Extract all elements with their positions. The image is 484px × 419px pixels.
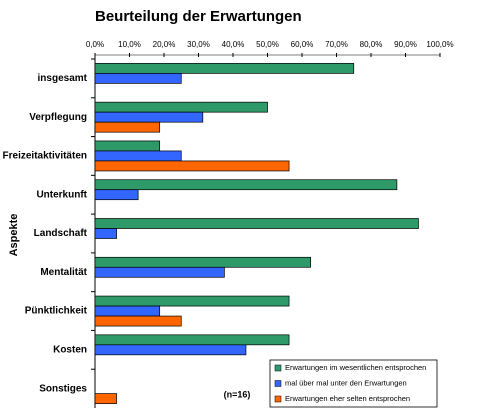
bar: [94, 150, 182, 162]
x-tick-label: 60,0%: [291, 40, 314, 49]
x-tick-label: 30,0%: [187, 40, 210, 49]
bar: [94, 160, 290, 172]
annotation: (n=16): [224, 389, 251, 399]
bar: [94, 315, 182, 327]
y-tick-label: insgesamt: [38, 73, 88, 84]
bar: [94, 228, 117, 239]
legend-swatch: [274, 380, 282, 387]
x-tick-label: 10,0%: [118, 40, 141, 49]
x-tick-label: 90,0%: [394, 40, 417, 49]
bar: [94, 218, 419, 229]
y-tick-label: Mentalität: [40, 267, 87, 278]
legend-swatch: [274, 395, 282, 403]
bar: [94, 189, 139, 201]
y-tick-label: Pünktlichkeit: [25, 306, 88, 317]
bar: [94, 101, 268, 113]
bar: [94, 305, 161, 317]
bar: [94, 111, 204, 123]
y-tick-label: Landschaft: [34, 228, 88, 239]
x-tick-label: 70,0%: [325, 40, 348, 49]
legend-box: [269, 359, 438, 408]
y-tick-label: Sonstiges: [39, 383, 87, 394]
bar: [94, 393, 117, 404]
y-tick-label: Verpflegung: [29, 112, 87, 123]
y-axis-label: Aspekte: [8, 214, 20, 257]
bar: [94, 179, 398, 191]
legend-label: Erwartungen eher selten entsprochen: [285, 394, 410, 403]
x-tick-label: 0,0%: [86, 40, 104, 49]
y-tick-label: Unterkunft: [36, 189, 87, 200]
bar: [94, 140, 161, 152]
x-tick-label: 20,0%: [153, 40, 176, 49]
bar: [94, 256, 311, 268]
legend-label: Erwartungen im wesentlichen entsprochen: [285, 363, 426, 372]
y-tick-label: Kosten: [53, 344, 87, 355]
bar: [94, 73, 182, 84]
legend-swatch: [274, 364, 282, 372]
y-tick-label: Freizeitaktivitäten: [3, 151, 87, 162]
bar: [94, 295, 290, 307]
x-tick-label: 50,0%: [256, 40, 279, 49]
legend-label: mal über mal unter den Erwartungen: [285, 378, 407, 387]
bar: [94, 344, 247, 356]
bar: [94, 334, 290, 346]
x-tick-label: 80,0%: [360, 40, 383, 49]
x-tick-label: 100,0%: [426, 40, 453, 49]
bar: [94, 63, 355, 74]
bar: [94, 121, 161, 133]
chart-title: Beurteilung der Erwartungen: [95, 8, 302, 25]
bar: [94, 266, 225, 278]
x-tick-label: 40,0%: [222, 40, 245, 49]
